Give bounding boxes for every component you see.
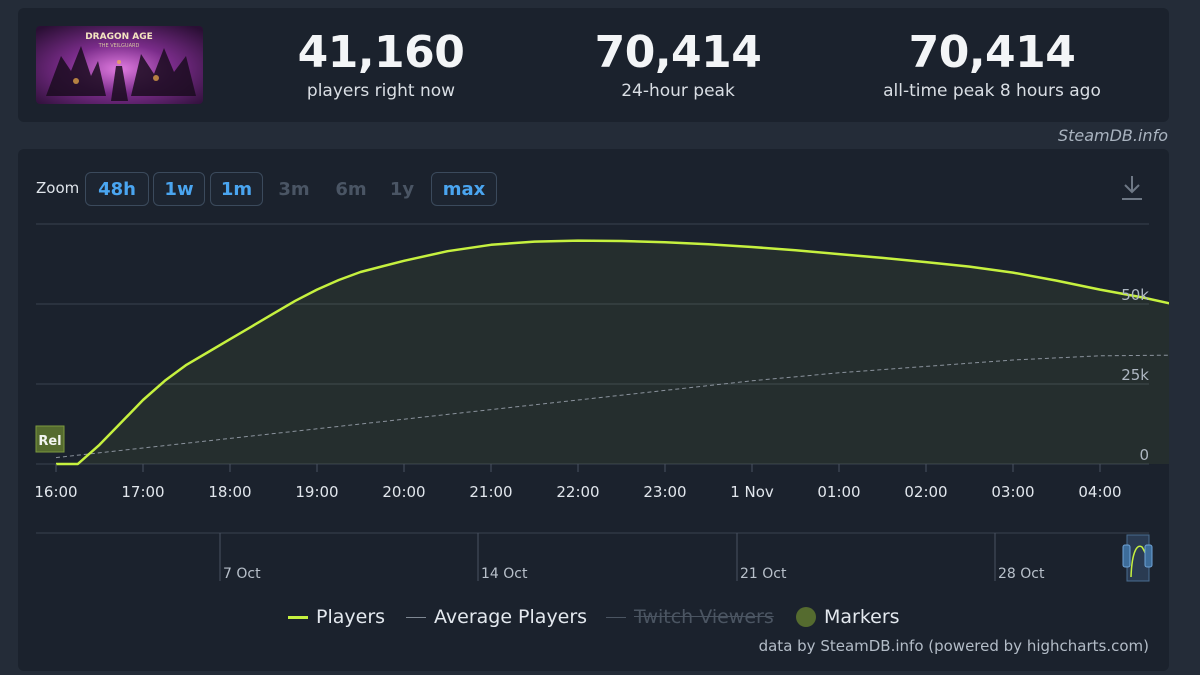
y-tick-label: 50k <box>1121 286 1149 304</box>
legend-players-label: Players <box>316 606 386 628</box>
steamdb-credit-top[interactable]: SteamDB.info <box>1057 126 1168 145</box>
game-cover-art: DRAGON AGE THE VEILGUARD <box>36 26 203 104</box>
zoom-1w-button[interactable]: 1w <box>153 172 205 206</box>
x-tick-label: 04:00 <box>1078 483 1121 501</box>
release-marker <box>35 425 65 453</box>
x-tick-label: 19:00 <box>295 483 338 501</box>
x-tick-label: 18:00 <box>208 483 251 501</box>
average-swatch <box>406 616 426 618</box>
x-tick-label: 22:00 <box>556 483 599 501</box>
legend-twitch-label: Twitch Viewers <box>634 606 774 628</box>
stats-panel: DRAGON AGE THE VEILGUARD 41,160 players … <box>18 8 1169 122</box>
player-chart[interactable]: 0 25k 50k 16:00 17:00 18:00 19:00 20:00 21:00 22… <box>18 149 1169 599</box>
navigator-date-label: 14 Oct <box>481 566 528 582</box>
zoom-6m-button[interactable]: 6m <box>335 179 367 200</box>
x-tick-label: 1 Nov <box>730 483 774 501</box>
x-tick-label: 16:00 <box>34 483 77 501</box>
legend-markers-label: Markers <box>824 606 900 628</box>
zoom-3m-button[interactable]: 3m <box>278 179 310 200</box>
legend-players[interactable]: Players <box>288 606 385 628</box>
navigator-date-label: 28 Oct <box>998 566 1045 582</box>
game-thumbnail[interactable]: DRAGON AGE THE VEILGUARD <box>36 26 203 104</box>
cover-subtitle: THE VEILGUARD <box>98 43 140 49</box>
y-tick-label: 25k <box>1121 366 1149 384</box>
players-swatch <box>288 615 308 619</box>
navigator-left-handle <box>1122 544 1131 568</box>
legend-average-label: Average Players <box>434 606 588 628</box>
players-line <box>56 239 1169 466</box>
all-time-peak-value: 70,414 <box>908 27 1076 78</box>
navigator-right-handle <box>1144 544 1153 568</box>
current-players-label: players right now <box>306 81 456 101</box>
peak-24h-value: 70,414 <box>594 27 762 78</box>
x-tick-label: 23:00 <box>643 483 686 501</box>
x-tick-label: 17:00 <box>121 483 164 501</box>
markers-dot <box>796 607 816 627</box>
y-tick-label: 0 <box>1139 446 1149 464</box>
highcharts-credit[interactable]: data by SteamDB.info (powered by highcha… <box>758 637 1149 655</box>
twitch-swatch <box>606 616 626 618</box>
download-icon[interactable] <box>1119 173 1145 203</box>
x-tick-label: 20:00 <box>382 483 425 501</box>
legend-markers[interactable]: Markers <box>796 606 900 628</box>
zoom-label: Zoom <box>36 179 80 197</box>
legend-twitch-viewers[interactable]: Twitch Viewers <box>606 606 774 628</box>
stat-all-time-peak: 70,414 all-time peak 8 hours ago <box>832 26 1152 102</box>
x-tick-label: 02:00 <box>904 483 947 501</box>
zoom-1y-button[interactable]: 1y <box>389 179 415 200</box>
zoom-max-button[interactable]: max <box>431 172 497 206</box>
navigator-date-label: 7 Oct <box>223 566 261 582</box>
navigator-date-label: 21 Oct <box>740 566 787 582</box>
all-time-peak-label: all-time peak 8 hours ago <box>883 81 1101 101</box>
x-tick-label: 21:00 <box>469 483 512 501</box>
current-players-value: 41,160 <box>297 27 465 78</box>
average-players-line <box>55 354 1169 459</box>
zoom-48h-button[interactable]: 48h <box>85 172 149 206</box>
stat-current-players: 41,160 players right now <box>221 26 541 102</box>
stat-24h-peak: 70,414 24-hour peak <box>518 26 838 102</box>
zoom-1m-button[interactable]: 1m <box>210 172 263 206</box>
release-marker-label: Rel <box>38 434 61 449</box>
peak-24h-label: 24-hour peak <box>621 81 735 101</box>
legend-average-players[interactable]: Average Players <box>406 606 587 628</box>
x-tick-label: 03:00 <box>991 483 1034 501</box>
chart-panel: Zoom 48h 1w 1m 3m 6m 1y max 0 25k 50k 16:0… <box>18 149 1169 671</box>
players-area <box>56 240 1169 464</box>
x-tick-label: 01:00 <box>817 483 860 501</box>
cover-title: DRAGON AGE <box>85 32 153 42</box>
